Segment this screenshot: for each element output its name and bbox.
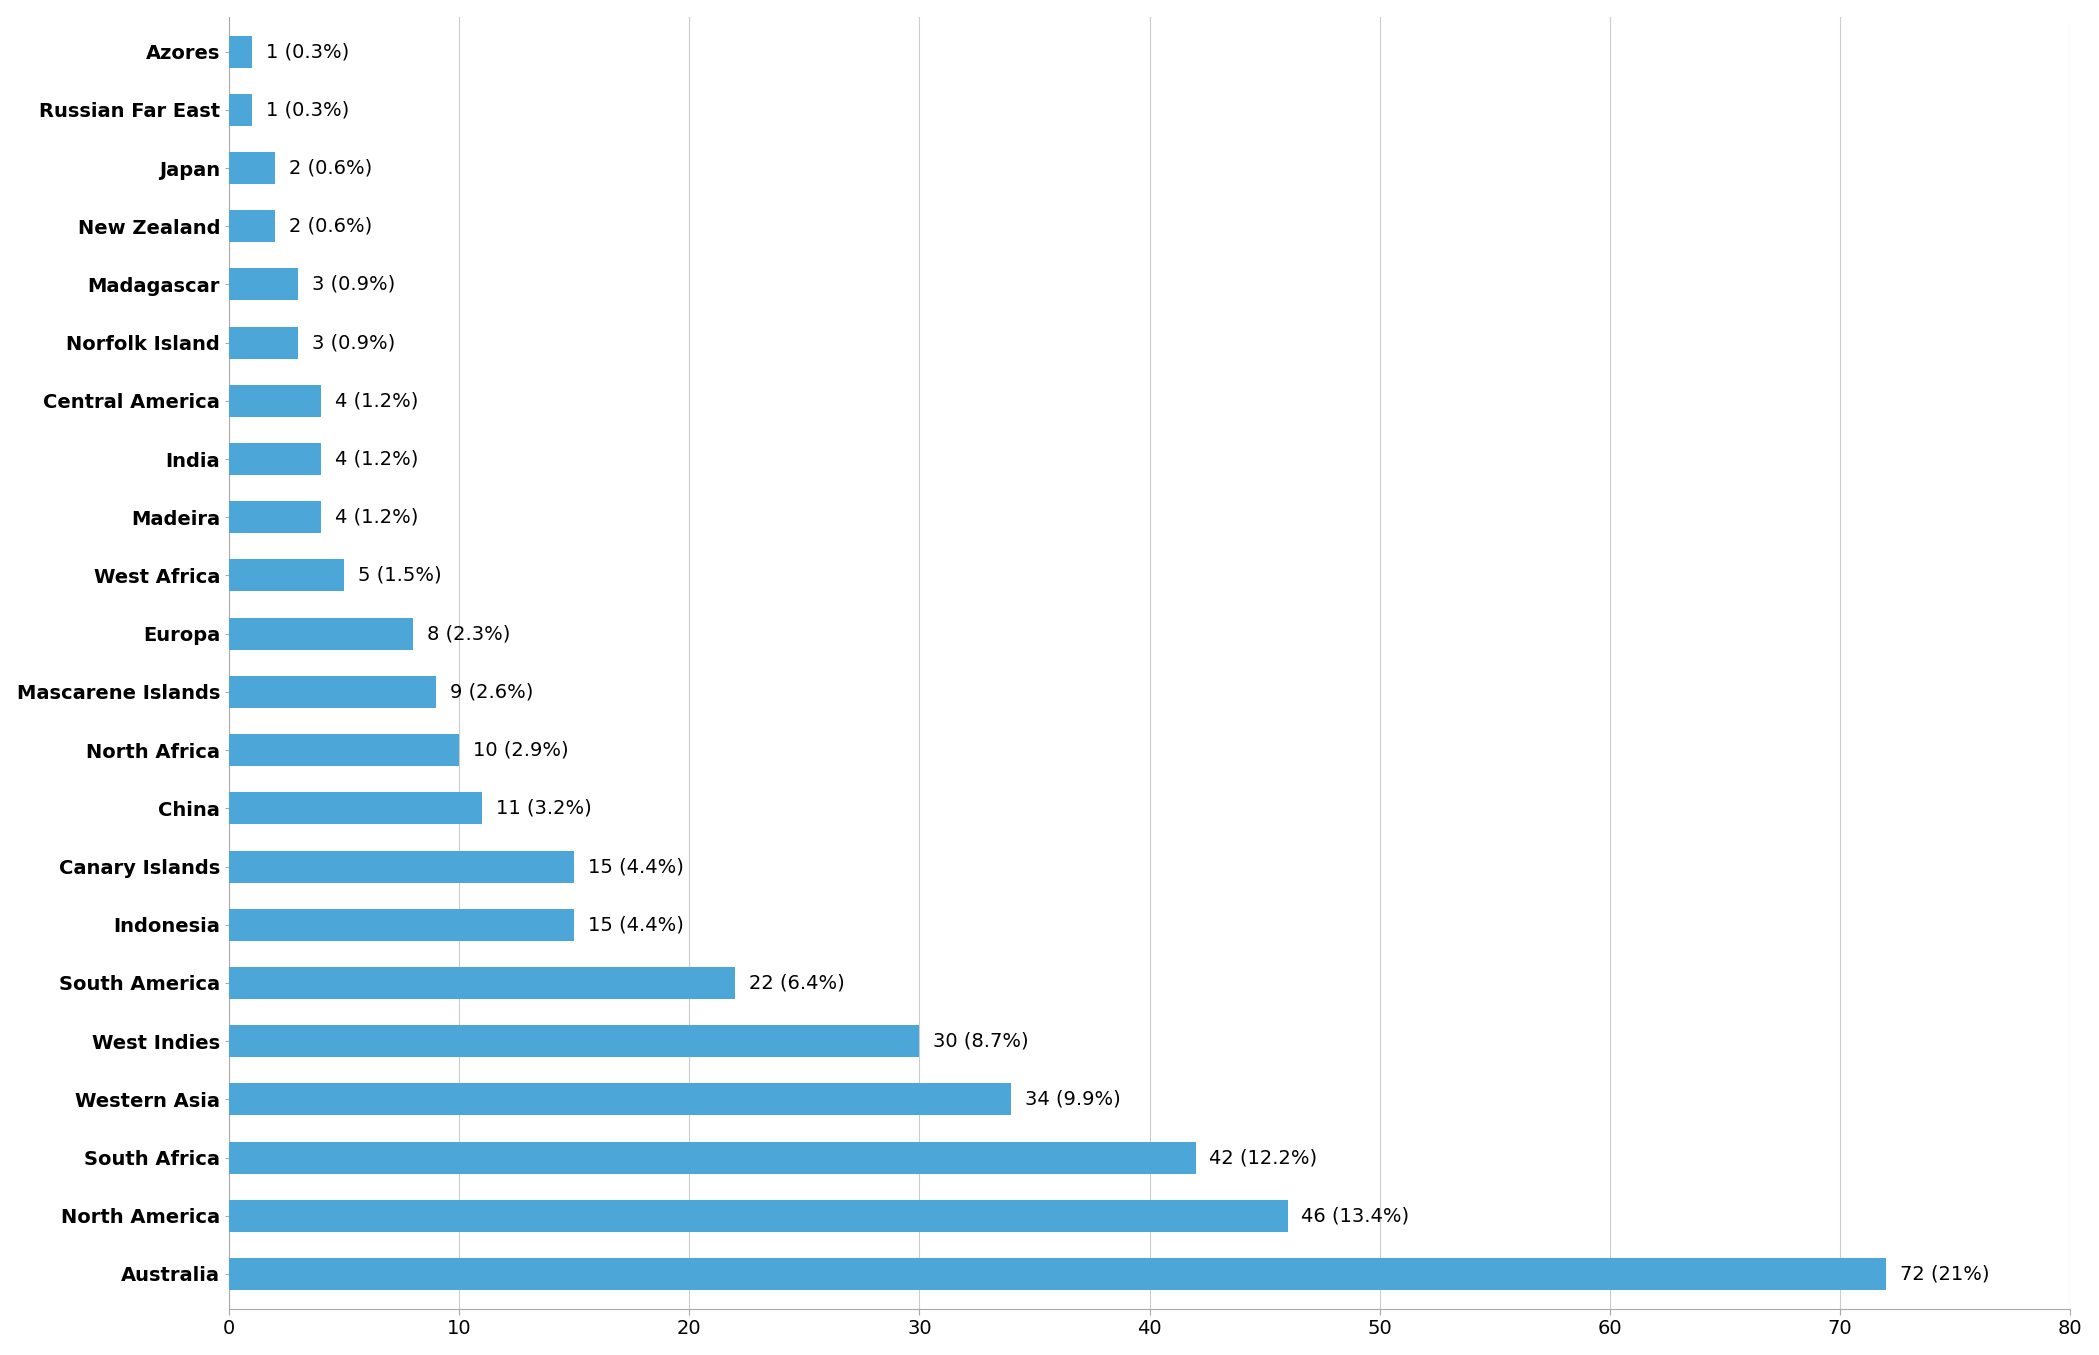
- Text: 1 (0.3%): 1 (0.3%): [267, 42, 348, 61]
- Text: 15 (4.4%): 15 (4.4%): [588, 915, 684, 934]
- Bar: [229, 1026, 919, 1057]
- Text: 46 (13.4%): 46 (13.4%): [1301, 1206, 1411, 1225]
- Bar: [229, 909, 575, 940]
- Text: 2 (0.6%): 2 (0.6%): [290, 159, 372, 178]
- Text: 15 (4.4%): 15 (4.4%): [588, 856, 684, 877]
- Bar: [229, 93, 252, 126]
- Bar: [229, 210, 275, 243]
- Bar: [229, 734, 460, 766]
- Bar: [229, 851, 575, 882]
- Text: 4 (1.2%): 4 (1.2%): [336, 392, 418, 411]
- Bar: [229, 443, 321, 476]
- Text: 3 (0.9%): 3 (0.9%): [313, 275, 395, 294]
- Text: 4 (1.2%): 4 (1.2%): [336, 508, 418, 527]
- Bar: [229, 1257, 1885, 1290]
- Text: 34 (9.9%): 34 (9.9%): [1024, 1089, 1121, 1108]
- Bar: [229, 676, 437, 707]
- Text: 5 (1.5%): 5 (1.5%): [359, 566, 441, 585]
- Text: 72 (21%): 72 (21%): [1900, 1264, 1990, 1283]
- Bar: [229, 618, 414, 649]
- Text: 42 (12.2%): 42 (12.2%): [1209, 1148, 1318, 1167]
- Bar: [229, 385, 321, 417]
- Bar: [229, 967, 735, 999]
- Text: 22 (6.4%): 22 (6.4%): [749, 973, 846, 992]
- Bar: [229, 560, 344, 592]
- Bar: [229, 327, 298, 359]
- Bar: [229, 501, 321, 534]
- Bar: [229, 1141, 1196, 1173]
- Text: 11 (3.2%): 11 (3.2%): [495, 799, 592, 818]
- Text: 4 (1.2%): 4 (1.2%): [336, 450, 418, 469]
- Bar: [229, 35, 252, 68]
- Bar: [229, 1199, 1287, 1232]
- Text: 30 (8.7%): 30 (8.7%): [934, 1031, 1029, 1050]
- Text: 1 (0.3%): 1 (0.3%): [267, 100, 348, 119]
- Bar: [229, 268, 298, 301]
- Text: 8 (2.3%): 8 (2.3%): [426, 625, 510, 644]
- Bar: [229, 793, 483, 824]
- Bar: [229, 152, 275, 184]
- Text: 9 (2.6%): 9 (2.6%): [449, 683, 533, 702]
- Bar: [229, 1084, 1012, 1115]
- Text: 10 (2.9%): 10 (2.9%): [472, 741, 569, 760]
- Text: 3 (0.9%): 3 (0.9%): [313, 333, 395, 352]
- Text: 2 (0.6%): 2 (0.6%): [290, 217, 372, 236]
